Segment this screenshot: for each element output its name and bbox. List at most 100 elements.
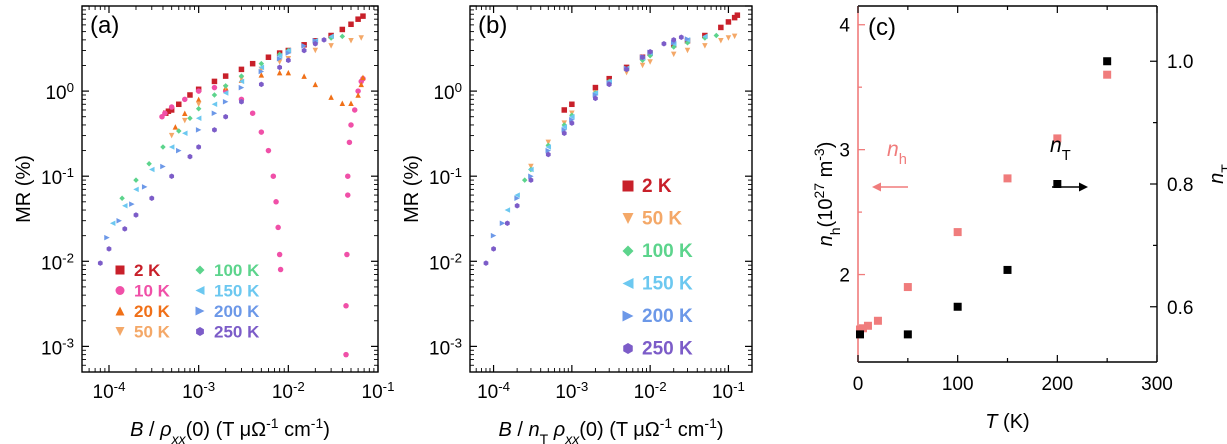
data-point xyxy=(528,173,534,179)
data-point xyxy=(569,117,575,123)
data-point xyxy=(276,69,283,76)
data-point xyxy=(953,228,962,237)
legend-label: 200 K xyxy=(642,306,693,327)
data-point xyxy=(301,73,307,79)
data-point xyxy=(211,78,218,85)
y-left-tick-label: 4 xyxy=(839,16,850,37)
data-point xyxy=(490,232,497,239)
data-point xyxy=(106,246,112,252)
legend-marker xyxy=(115,286,125,295)
data-point xyxy=(258,129,265,135)
data-point xyxy=(270,173,277,179)
data-point xyxy=(339,26,346,33)
data-point xyxy=(168,107,175,113)
data-point xyxy=(504,220,510,226)
legend-item: 2 K xyxy=(115,261,161,280)
y-tick-label: 10-1 xyxy=(429,165,462,190)
series-150K xyxy=(109,33,334,226)
panel-label: (b) xyxy=(478,12,507,39)
series-2K xyxy=(163,13,366,116)
data-point xyxy=(491,246,496,252)
data-point xyxy=(624,66,629,73)
x-tick-label: 10-2 xyxy=(634,379,667,404)
data-point xyxy=(863,321,872,330)
data-point xyxy=(238,84,245,91)
right-arrow-icon xyxy=(1052,182,1088,192)
legend-marker xyxy=(623,343,633,354)
data-point xyxy=(258,72,265,78)
y-right-axis-label: nT xyxy=(1206,164,1227,184)
data-point xyxy=(265,54,272,60)
x-tick-label: 10-1 xyxy=(712,379,745,404)
data-point xyxy=(211,92,218,98)
data-point xyxy=(276,53,283,59)
data-point xyxy=(343,303,349,309)
data-point xyxy=(713,32,720,39)
series-20K xyxy=(172,69,366,130)
legend-marker xyxy=(195,306,205,316)
data-point xyxy=(671,37,677,43)
legend-marker xyxy=(622,310,634,322)
legend-marker xyxy=(115,327,125,336)
data-point xyxy=(195,88,202,94)
legend-label: 50 K xyxy=(642,209,682,230)
legend-marker xyxy=(622,245,634,257)
data-point xyxy=(160,163,166,170)
legend-item: 250 K xyxy=(623,339,693,360)
y-right-tick-label: 0.8 xyxy=(1167,175,1193,196)
data-point xyxy=(109,220,116,226)
data-point xyxy=(1103,70,1112,79)
panel-a: 10-4 10-3 10-2 10-1 10-3 10-2 10-1 100 (a) MR (%)… xyxy=(13,5,395,444)
data-point xyxy=(133,186,139,193)
legend-marker xyxy=(115,265,125,275)
data-point xyxy=(343,351,349,358)
data-point xyxy=(211,84,218,91)
data-point xyxy=(133,212,139,218)
data-point xyxy=(647,49,653,55)
x-tick-label: 10-1 xyxy=(362,379,395,404)
data-point xyxy=(499,220,506,226)
legend-label: 150 K xyxy=(214,282,260,301)
data-point xyxy=(483,260,489,266)
data-point xyxy=(545,144,552,150)
data-point xyxy=(176,147,182,154)
y-axis-label: MR (%) xyxy=(401,155,423,223)
data-point xyxy=(168,144,175,150)
data-point xyxy=(348,38,354,44)
y-tick-label: 100 xyxy=(45,80,74,105)
data-point xyxy=(301,47,307,54)
series-nT xyxy=(855,57,1112,339)
data-point xyxy=(195,96,202,103)
series-10K xyxy=(159,75,366,358)
data-point xyxy=(195,101,202,108)
data-point xyxy=(116,217,122,224)
data-point xyxy=(238,66,245,73)
data-point xyxy=(122,202,128,209)
data-point xyxy=(351,107,358,113)
x-tick-label: 10-4 xyxy=(477,379,510,404)
nT-annotation: nT xyxy=(1050,134,1071,164)
data-point xyxy=(358,81,364,88)
data-point xyxy=(222,90,229,96)
y-right-tick-label: 1.0 xyxy=(1167,52,1193,73)
data-point xyxy=(104,234,110,241)
data-point xyxy=(514,195,520,202)
legend-marker xyxy=(195,286,205,295)
legend-label: 250 K xyxy=(642,339,693,360)
data-point xyxy=(258,68,265,75)
data-point xyxy=(639,62,646,69)
data-point xyxy=(328,33,334,40)
series-250K xyxy=(483,34,684,266)
legend-marker xyxy=(622,278,634,289)
data-point xyxy=(285,47,292,54)
data-point xyxy=(360,13,366,19)
data-point xyxy=(528,177,534,183)
series-100K xyxy=(521,32,720,183)
data-point xyxy=(592,84,599,91)
data-point xyxy=(285,57,291,64)
legend-item: 2 K xyxy=(622,176,672,197)
data-point xyxy=(561,124,568,130)
x-axis-label: T (K) xyxy=(985,411,1029,433)
panel-label: (a) xyxy=(90,12,119,39)
